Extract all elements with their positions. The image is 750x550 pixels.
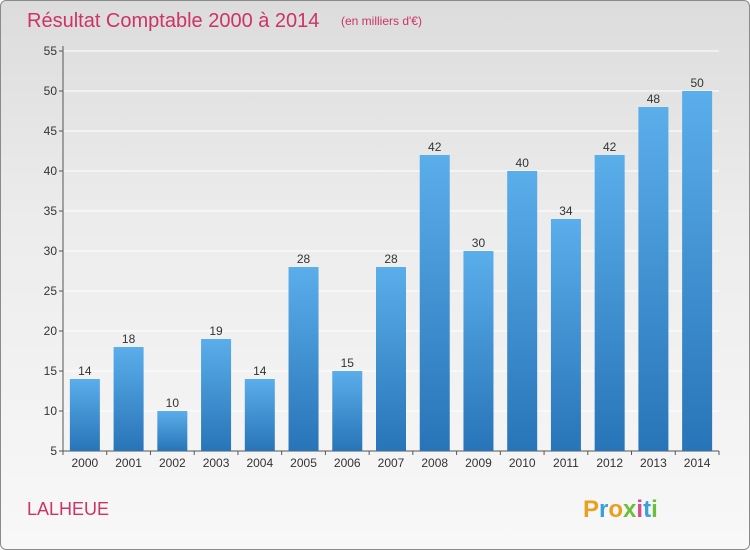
bar-2001 xyxy=(113,347,144,451)
y-tick-label: 55 xyxy=(44,44,58,58)
bar-2005 xyxy=(288,267,319,451)
logo-letter: P xyxy=(583,496,599,523)
bar-2007 xyxy=(376,267,406,451)
bar-2009 xyxy=(463,251,494,451)
logo-letter: t xyxy=(643,496,651,523)
logo-letter: o xyxy=(608,496,623,523)
data-label: 42 xyxy=(603,140,617,154)
x-tick-label: 2010 xyxy=(509,456,536,470)
data-labels: 14 18 10 19 14 28 15 28 42 30 40 34 42 48 50 xyxy=(78,76,704,410)
chart-subtitle: (en milliers d'€) xyxy=(341,14,422,28)
logo-letter: r xyxy=(599,496,608,523)
x-tick-label: 2004 xyxy=(246,456,273,470)
x-tick-label: 2005 xyxy=(290,456,317,470)
bar-2010 xyxy=(507,171,538,451)
y-tick-label: 40 xyxy=(44,164,58,178)
data-label: 19 xyxy=(209,324,223,338)
bar-2011 xyxy=(550,219,581,451)
y-tick-label: 25 xyxy=(44,284,58,298)
bar-2012 xyxy=(594,155,625,451)
y-tick-label: 15 xyxy=(44,364,58,378)
x-tick-label: 2000 xyxy=(72,456,99,470)
x-tick-label: 2009 xyxy=(465,456,492,470)
x-tick-label: 2011 xyxy=(553,456,579,470)
bars xyxy=(69,91,713,451)
x-tick-label: 2014 xyxy=(684,456,711,470)
bar-2002 xyxy=(157,411,188,451)
data-label: 50 xyxy=(690,76,704,90)
y-tick-label: 10 xyxy=(44,404,58,418)
proxiti-logo: Proxiti xyxy=(583,496,658,523)
bar-2006 xyxy=(332,371,363,451)
data-label: 34 xyxy=(559,204,573,218)
y-tick-label: 30 xyxy=(44,244,58,258)
data-label: 14 xyxy=(78,364,92,378)
bar-2008 xyxy=(419,155,450,451)
bar-2014 xyxy=(682,91,713,451)
bar-2004 xyxy=(244,379,275,451)
data-label: 18 xyxy=(122,332,136,346)
y-tick-label: 50 xyxy=(44,84,58,98)
x-tick-label: 2013 xyxy=(640,456,667,470)
data-label: 28 xyxy=(297,252,311,266)
bar-2013 xyxy=(638,107,669,451)
logo-letter: i xyxy=(636,496,643,523)
y-tick-label: 45 xyxy=(44,124,58,138)
x-tick-label: 2008 xyxy=(421,456,448,470)
x-tick-label: 2002 xyxy=(159,456,186,470)
commune-name: LALHEUE xyxy=(27,499,109,519)
x-tick-label: 2007 xyxy=(378,456,405,470)
y-tick-label: 35 xyxy=(44,204,58,218)
data-label: 40 xyxy=(516,156,530,170)
y-tick-label: 20 xyxy=(44,324,58,338)
bar-2003 xyxy=(201,339,232,451)
data-label: 30 xyxy=(472,236,486,250)
x-tick-label: 2006 xyxy=(334,456,361,470)
data-label: 42 xyxy=(428,140,442,154)
data-label: 14 xyxy=(253,364,267,378)
data-label: 48 xyxy=(647,92,661,106)
y-tick-label: 5 xyxy=(50,444,57,458)
x-tick-label: 2003 xyxy=(203,456,230,470)
bar-2000 xyxy=(69,379,100,451)
logo-letter: i xyxy=(651,496,658,523)
data-label: 10 xyxy=(166,396,180,410)
chart-title: Résultat Comptable 2000 à 2014 xyxy=(27,10,319,32)
data-label: 15 xyxy=(341,356,355,370)
data-label: 28 xyxy=(384,252,398,266)
logo-letter: x xyxy=(623,496,637,523)
x-tick-label: 2001 xyxy=(115,456,142,470)
x-tick-label: 2012 xyxy=(596,456,623,470)
